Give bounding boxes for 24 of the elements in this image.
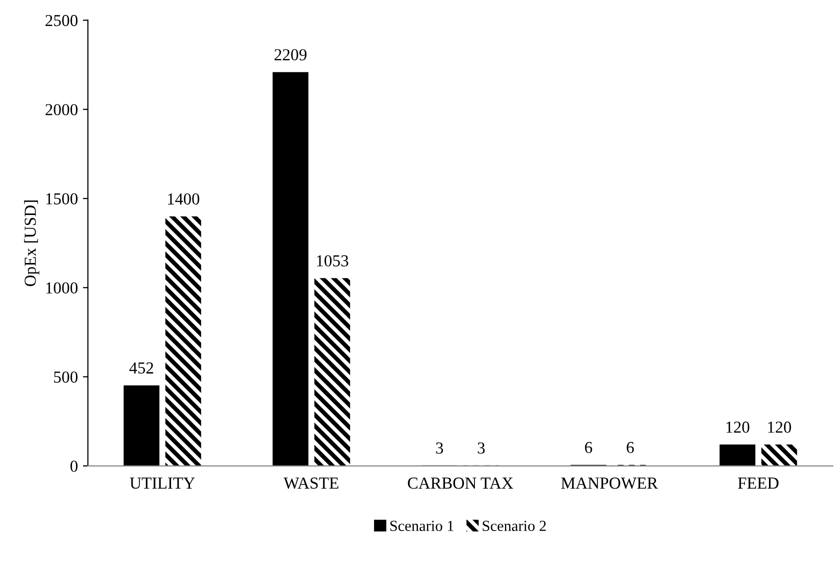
x-tick-label: CARBON TAX: [408, 478, 514, 489]
x-tick-label: MANPOWER: [561, 478, 658, 489]
y-tick-label: 2000: [46, 104, 78, 116]
y-axis-title: OpEx [USD]: [24, 200, 40, 286]
legend-label: Scenario 2: [482, 520, 546, 532]
data-label: 2209: [274, 49, 306, 60]
data-label: 6: [585, 442, 592, 454]
y-tick-label: 500: [54, 371, 78, 383]
y-tick-label: 1500: [46, 193, 78, 204]
data-label: 1400: [168, 193, 200, 205]
y-tick-label: 2500: [46, 14, 78, 26]
x-tick-label: UTILITY: [130, 478, 195, 489]
legend-label: Scenario 1: [390, 520, 454, 532]
y-tick-label: 0: [70, 460, 78, 472]
data-label: 3: [436, 442, 444, 454]
x-tick-label: FEED: [738, 478, 778, 489]
y-tick-label: 1000: [46, 282, 78, 294]
data-label: 1053: [317, 255, 348, 266]
data-label: 120: [726, 422, 750, 433]
x-tick-label: WASTE: [284, 478, 338, 489]
data-label: 452: [129, 362, 154, 374]
data-label: 6: [626, 442, 634, 454]
data-label: 120: [768, 422, 792, 433]
data-label: 3: [478, 442, 485, 454]
